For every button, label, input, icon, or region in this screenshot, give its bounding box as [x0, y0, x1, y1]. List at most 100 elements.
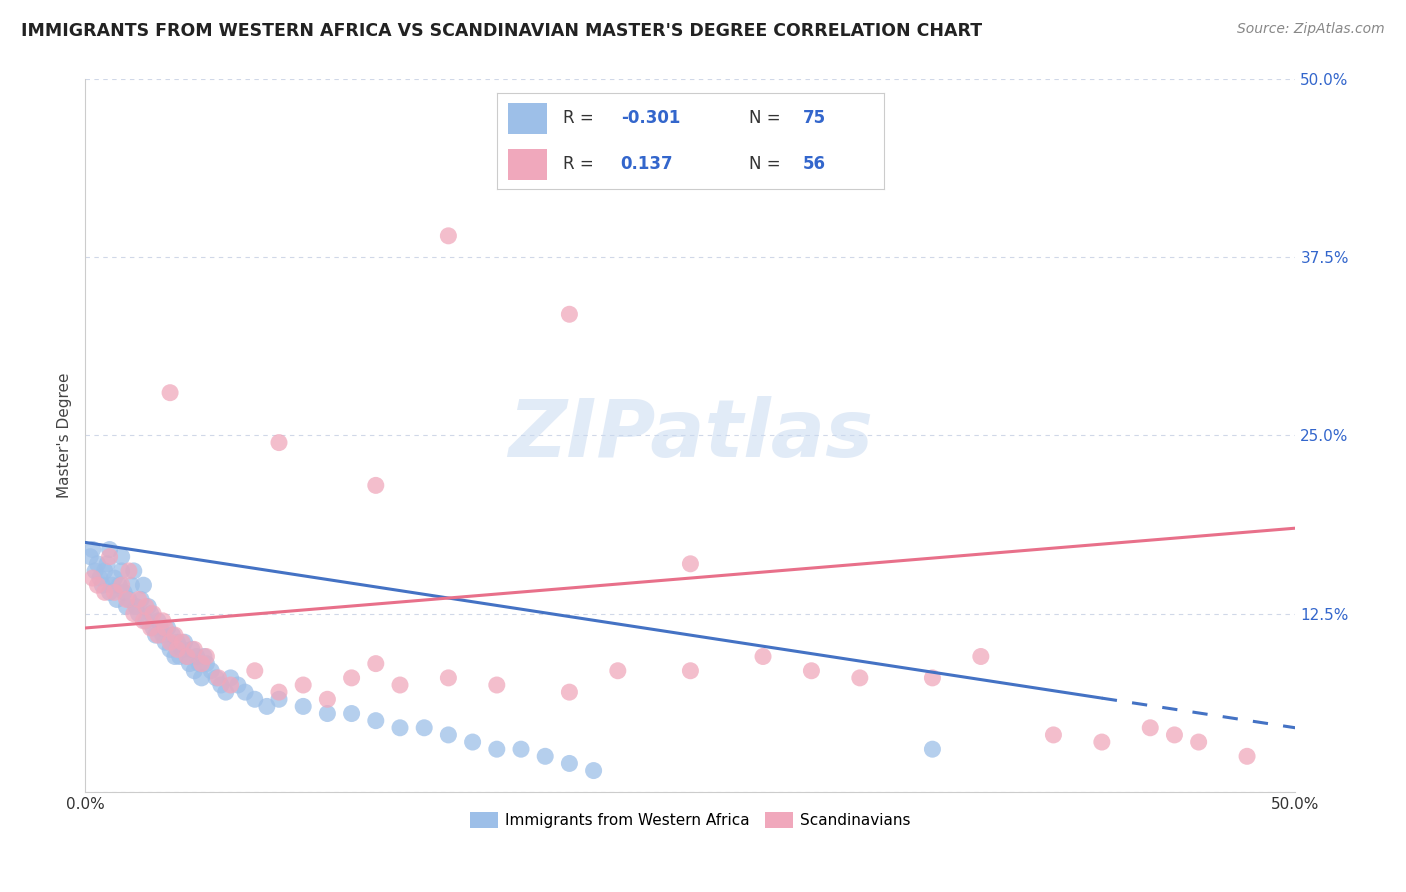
Point [159, 385, 181, 400]
Point [155, 635, 177, 649]
Point [679, 664, 702, 678]
Point [172, 635, 194, 649]
Point [152, 614, 174, 628]
Point [142, 621, 165, 635]
Point [195, 649, 218, 664]
Point [103, 585, 125, 599]
Point [606, 664, 628, 678]
Point [186, 649, 208, 664]
Point [79, 549, 101, 564]
Point [437, 728, 460, 742]
Point [135, 599, 157, 614]
Point [388, 678, 411, 692]
Point [243, 692, 266, 706]
Point [152, 628, 174, 642]
Point [101, 578, 124, 592]
Point [207, 671, 229, 685]
Point [122, 564, 145, 578]
Point [115, 592, 138, 607]
Point [111, 564, 134, 578]
Point [125, 599, 148, 614]
Point [159, 635, 181, 649]
Point [96, 557, 118, 571]
Text: ZIPatlas: ZIPatlas [508, 396, 873, 475]
Point [166, 642, 188, 657]
Point [485, 742, 508, 756]
Point [176, 649, 198, 664]
Point [98, 585, 121, 599]
Point [103, 571, 125, 585]
Point [122, 607, 145, 621]
Point [1163, 728, 1185, 742]
Point [155, 621, 177, 635]
Text: IMMIGRANTS FROM WESTERN AFRICA VS SCANDINAVIAN MASTER'S DEGREE CORRELATION CHART: IMMIGRANTS FROM WESTERN AFRICA VS SCANDI… [21, 22, 983, 40]
Point [233, 685, 256, 699]
Point [190, 671, 212, 685]
Point [219, 671, 242, 685]
Point [156, 621, 179, 635]
Point [129, 592, 152, 607]
Point [93, 585, 115, 599]
Point [173, 635, 195, 649]
Point [115, 599, 138, 614]
Point [752, 649, 775, 664]
Point [316, 706, 339, 721]
Point [534, 749, 557, 764]
Point [267, 692, 290, 706]
Point [226, 678, 249, 692]
Point [1236, 749, 1258, 764]
Point [111, 549, 134, 564]
Point [849, 671, 872, 685]
Point [139, 607, 162, 621]
Point [159, 642, 181, 657]
Point [364, 714, 387, 728]
Point [172, 642, 194, 657]
Point [267, 435, 290, 450]
Point [188, 657, 211, 671]
Point [86, 578, 108, 592]
Point [82, 542, 104, 557]
Point [292, 699, 315, 714]
Point [1139, 721, 1161, 735]
Point [461, 735, 484, 749]
Point [108, 578, 131, 592]
Y-axis label: Master's Degree: Master's Degree [58, 373, 72, 499]
Point [558, 756, 581, 771]
Point [142, 607, 165, 621]
Point [200, 664, 222, 678]
Point [558, 685, 581, 699]
Point [166, 635, 188, 649]
Point [132, 578, 155, 592]
Point [800, 664, 823, 678]
Point [413, 721, 436, 735]
Point [215, 685, 238, 699]
Point [120, 578, 142, 592]
Point [195, 657, 218, 671]
Point [132, 614, 155, 628]
Point [162, 628, 184, 642]
Point [340, 671, 363, 685]
Point [89, 571, 111, 585]
Point [118, 592, 141, 607]
Point [1091, 735, 1114, 749]
Point [921, 671, 943, 685]
Legend: Immigrants from Western Africa, Scandinavians: Immigrants from Western Africa, Scandina… [464, 806, 917, 834]
Point [149, 621, 172, 635]
Point [93, 564, 115, 578]
Point [136, 599, 159, 614]
Point [582, 764, 605, 778]
Point [118, 564, 141, 578]
Point [340, 706, 363, 721]
Point [256, 699, 278, 714]
Point [510, 742, 533, 756]
Point [98, 542, 121, 557]
Point [176, 649, 198, 664]
Point [169, 649, 191, 664]
Point [364, 478, 387, 492]
Point [105, 592, 128, 607]
Point [128, 607, 150, 621]
Point [316, 692, 339, 706]
Point [921, 742, 943, 756]
Point [267, 685, 290, 699]
Point [183, 664, 205, 678]
